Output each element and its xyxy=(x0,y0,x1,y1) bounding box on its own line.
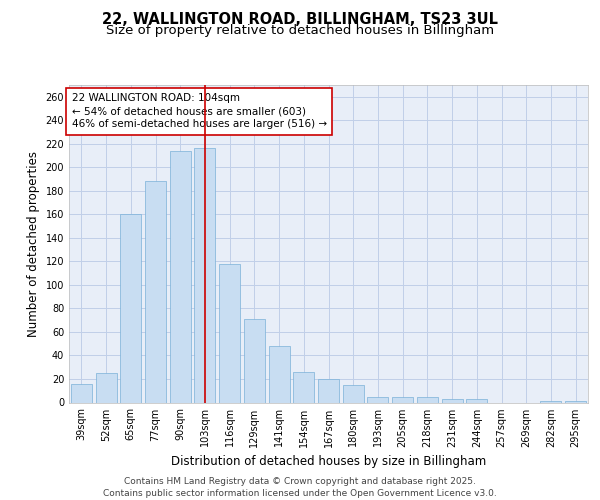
Bar xyxy=(442,399,463,402)
Bar xyxy=(318,379,339,402)
Bar xyxy=(194,148,215,402)
Bar xyxy=(392,396,413,402)
Text: 22, WALLINGTON ROAD, BILLINGHAM, TS23 3UL: 22, WALLINGTON ROAD, BILLINGHAM, TS23 3U… xyxy=(102,12,498,28)
Bar xyxy=(293,372,314,402)
Bar xyxy=(244,319,265,402)
Bar xyxy=(219,264,240,402)
Y-axis label: Number of detached properties: Number of detached properties xyxy=(27,151,40,337)
Bar xyxy=(367,396,388,402)
Bar xyxy=(343,385,364,402)
Text: 22 WALLINGTON ROAD: 104sqm
← 54% of detached houses are smaller (603)
46% of sem: 22 WALLINGTON ROAD: 104sqm ← 54% of deta… xyxy=(71,93,327,130)
Bar xyxy=(95,373,116,402)
X-axis label: Distribution of detached houses by size in Billingham: Distribution of detached houses by size … xyxy=(171,455,486,468)
Bar xyxy=(120,214,141,402)
Bar xyxy=(417,396,438,402)
Text: Size of property relative to detached houses in Billingham: Size of property relative to detached ho… xyxy=(106,24,494,37)
Text: Contains HM Land Registry data © Crown copyright and database right 2025.
Contai: Contains HM Land Registry data © Crown c… xyxy=(103,476,497,498)
Bar xyxy=(269,346,290,403)
Bar xyxy=(170,151,191,403)
Bar xyxy=(466,399,487,402)
Bar xyxy=(145,182,166,402)
Bar xyxy=(71,384,92,402)
